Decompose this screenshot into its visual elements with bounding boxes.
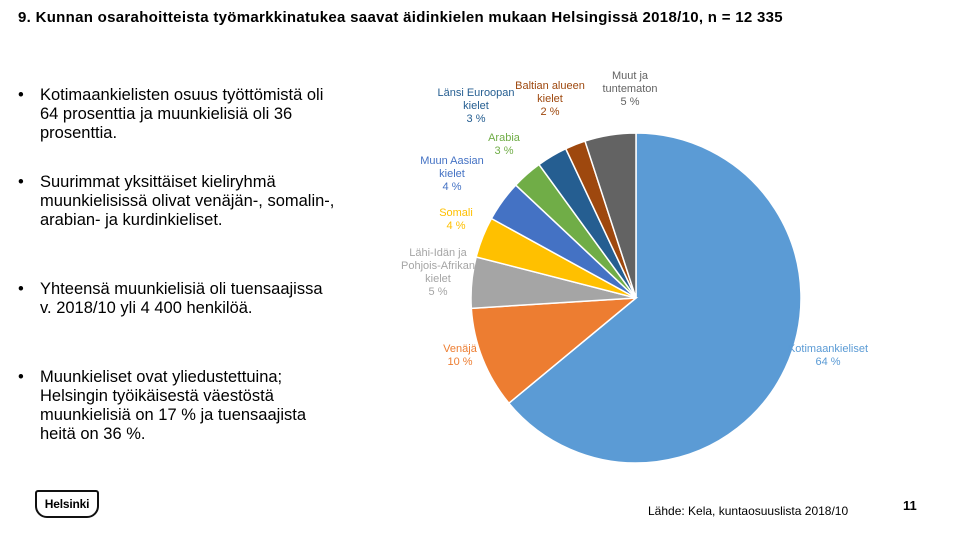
bullet-item: • Yhteensä muunkielisiä oli tuensaajissa… [18,280,338,318]
page-number: 11 [903,498,917,513]
slice-label-line: 4 % [447,220,466,232]
slice-label-line: Lähi-Idän ja [409,247,467,259]
bullet-dot: • [18,368,24,386]
pie-slice [470,297,639,405]
slice-label-line: Muun Aasian [420,155,484,167]
slice-label-line: Pohjois-Afrikan [401,260,475,272]
slice-label: Arabia 3 % [488,132,521,157]
slice-label: Somali 4 % [439,207,473,232]
pie-slice [584,132,637,299]
bullet-text: Kotimaankielisten osuus työttömistä oli … [40,86,324,142]
bullet-item: • Kotimaankielisten osuus työttömistä ol… [18,86,338,143]
slice-label-line: 5 % [621,96,640,108]
slice-label-line: 10 % [447,356,472,368]
slice-label-line: tuntematon [602,83,657,95]
bullet-text: Suurimmat yksittäiset kieliryhmä muunkie… [40,173,335,229]
slice-label-line: Somali [439,207,473,219]
slice-label-line: Länsi Euroopan [437,87,514,99]
bullet-dot: • [18,173,24,191]
slice-label: Lähi-Idän ja Pohjois-Afrikan kielet 5 % [401,247,475,298]
slice-label: Venäjä 10 % [443,343,478,368]
slice-label: Baltian alueen kielet 2 % [515,80,585,118]
slide-title: 9. Kunnan osarahoitteista työmarkkinatuk… [18,9,783,26]
slice-label-line: kielet [439,168,465,180]
pie-slice [507,132,802,464]
slice-label-line: 64 % [815,356,840,368]
slice-label-line: 3 % [467,113,486,125]
slice-label: Kotimaankieliset 64 % [788,343,868,368]
bullet-item: • Muunkieliset ovat yliedustettuina; Hel… [18,368,338,444]
bullet-item: • Suurimmat yksittäiset kieliryhmä muunk… [18,173,338,230]
slice-label: Muut ja tuntematon 5 % [602,70,657,108]
slice-label: Muun Aasian kielet 4 % [420,155,484,193]
slice-label-line: 3 % [495,145,514,157]
slice-label-line: kielet [537,93,563,105]
slice-label-line: Kotimaankieliset [788,343,868,355]
slice-label-line: 4 % [443,181,462,193]
source-note: Lähde: Kela, kuntaosuuslista 2018/10 [648,504,849,518]
slice-label-line: Baltian alueen [515,80,585,92]
slice-label-line: Arabia [488,132,521,144]
bullet-text: Yhteensä muunkielisiä oli tuensaajissa v… [40,280,323,317]
helsinki-logo: Helsinki [35,490,99,518]
bullet-dot: • [18,280,24,298]
slice-label-line: 5 % [429,286,448,298]
slice-label-line: 2 % [541,106,560,118]
bullet-text: Muunkieliset ovat yliedustettuina; Helsi… [40,368,306,443]
slice-label-line: kielet [463,100,489,112]
pie-chart: Kotimaankieliset 64 % Venäjä 10 % Lähi-Idän … [401,70,868,464]
slice-label: Länsi Euroopan kielet 3 % [437,87,514,125]
slice-label-line: kielet [425,273,451,285]
bullet-dot: • [18,86,24,104]
slice-label-line: Muut ja [612,70,649,82]
slice-label-line: Venäjä [443,343,478,355]
